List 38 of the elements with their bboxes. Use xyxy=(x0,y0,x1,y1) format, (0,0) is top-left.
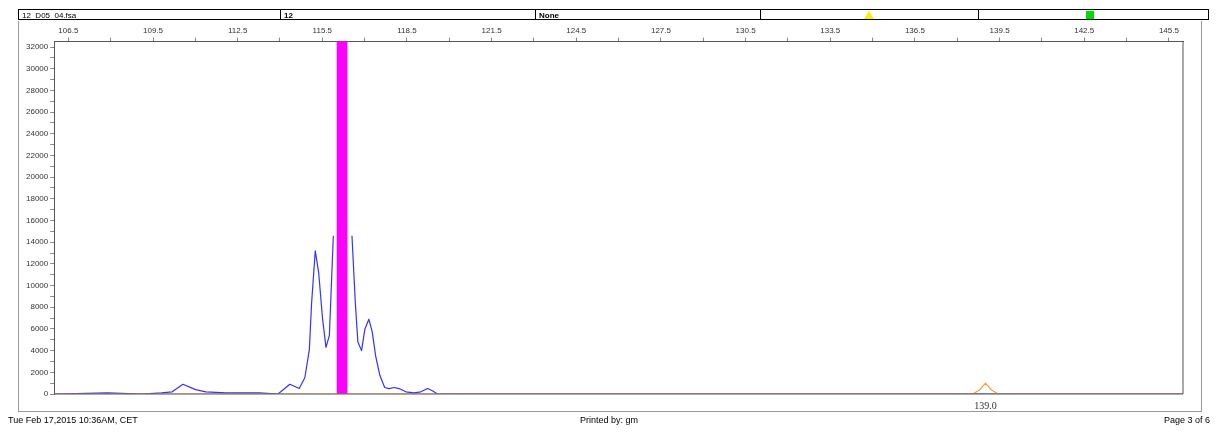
x-tick-label: 136.5 xyxy=(904,26,926,35)
y-tick-label: 20000 xyxy=(26,172,49,182)
y-tick-label: 22000 xyxy=(26,150,49,160)
y-tick-label: 18000 xyxy=(26,194,49,204)
x-tick-label: 130.5 xyxy=(735,26,757,35)
x-tick-label: 118.5 xyxy=(397,26,418,35)
y-tick-label: 8000 xyxy=(30,302,49,312)
y-tick-label: 28000 xyxy=(26,85,49,95)
y-tick-label: 32000 xyxy=(26,42,49,52)
x-tick-label: 112.5 xyxy=(227,26,248,35)
y-tick-label: 16000 xyxy=(26,215,49,225)
y-tick-label: 2000 xyxy=(30,367,49,377)
x-tick-label: 145.5 xyxy=(1158,26,1180,35)
x-tick-label: 139.5 xyxy=(989,26,1011,35)
x-tick-label: 133.5 xyxy=(820,26,841,35)
y-tick-label: 0 xyxy=(43,389,49,399)
y-tick-label: 12000 xyxy=(26,259,49,269)
annotation: 139.0 xyxy=(974,399,997,411)
y-tick-label: 24000 xyxy=(26,128,49,138)
x-tick-label: 142.5 xyxy=(1074,26,1095,35)
text: 12 xyxy=(280,9,536,20)
y-tick-label: 10000 xyxy=(26,280,49,290)
x-tick-label: 127.5 xyxy=(650,26,672,35)
x-tick-label: 106.5 xyxy=(58,26,79,35)
y-tick-label: 26000 xyxy=(26,107,49,117)
text: None xyxy=(535,9,761,20)
y-tick-label: 4000 xyxy=(30,345,49,355)
text: Printed by: gm xyxy=(579,415,639,425)
y-tick-label: 30000 xyxy=(26,63,49,73)
x-tick-label: 121.5 xyxy=(481,26,503,35)
y-tick-label: 6000 xyxy=(30,324,49,334)
y-tick-label: 14000 xyxy=(26,237,49,247)
text: Page 3 of 6 xyxy=(1163,415,1210,425)
text: 12_D05_04.fsa xyxy=(18,9,281,20)
x-tick-label: 124.5 xyxy=(566,26,587,35)
x-tick-label: 109.5 xyxy=(143,26,164,35)
x-tick-label: 115.5 xyxy=(312,26,333,35)
text: Tue Feb 17,2015 10:36AM, CET xyxy=(8,415,138,425)
